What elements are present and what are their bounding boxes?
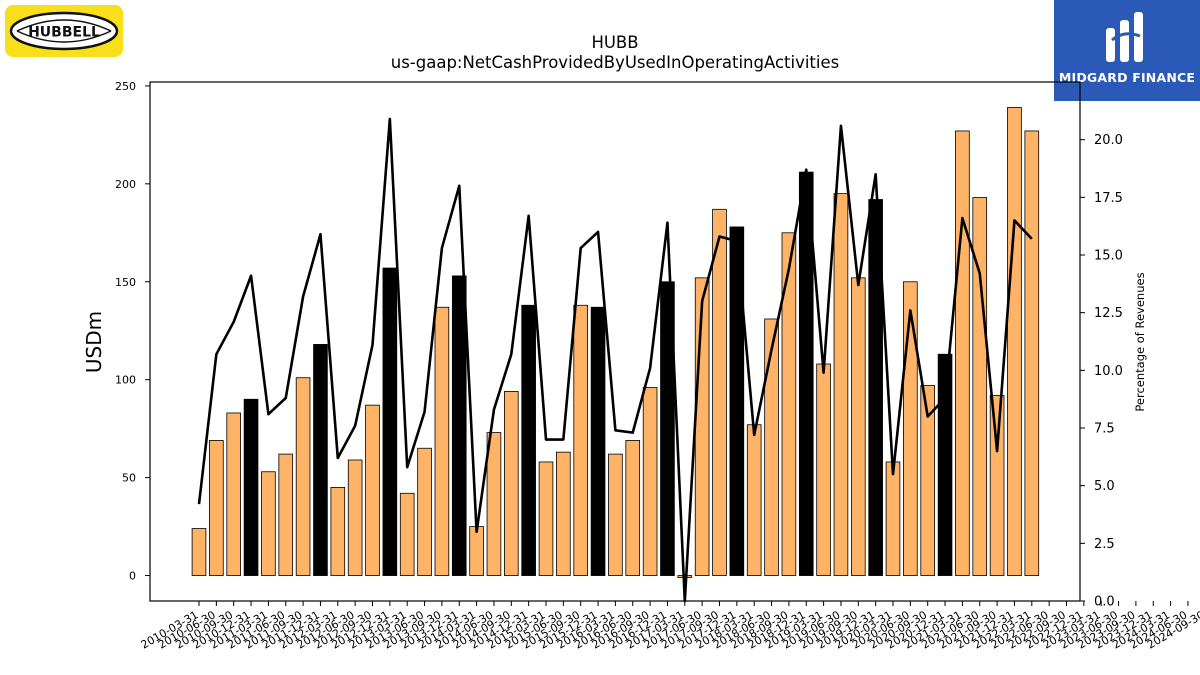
midgard-mark-icon (1106, 12, 1143, 62)
bar-2019-09-30 (851, 277, 866, 576)
bar-2018-09-30 (781, 232, 797, 576)
y2-tick-label: 10.0 (1094, 364, 1123, 379)
bar-2014-03-31 (469, 526, 484, 576)
bar-2019-12-31 (868, 199, 883, 576)
hubbell-logo-text: HUBBELL (28, 25, 100, 41)
y-tick-label: 0 (129, 570, 136, 583)
bar-2017-12-31 (729, 226, 745, 576)
bar-2021-09-30 (989, 394, 1005, 576)
bar-2015-03-31 (538, 461, 554, 576)
bar-2013-12-31 (451, 275, 467, 576)
y-tick-label: 200 (115, 178, 136, 191)
y2-tick-label: 0.0 (1094, 595, 1115, 610)
x-axis: 2010-03-312010-06-302010-09-302010-12-31… (139, 601, 1200, 652)
bar-2021-03-31 (955, 130, 970, 576)
bar-2016-06-30 (625, 439, 641, 576)
bar-2020-09-30 (920, 385, 935, 576)
bar-2016-09-30 (642, 387, 658, 576)
bar-2013-06-30 (417, 447, 432, 576)
bar-2014-09-30 (503, 391, 519, 576)
bar-2012-03-31 (330, 487, 346, 576)
bar-2011-06-30 (278, 453, 294, 576)
y2-tick-label: 15.0 (1094, 249, 1123, 264)
bar-2010-03-31 (191, 528, 207, 576)
bar-2019-03-31 (816, 363, 831, 576)
bar-2011-09-30 (295, 377, 311, 576)
hubbell-logo: HUBBELL (5, 5, 123, 57)
y-tick-label: 150 (115, 276, 136, 289)
bar-2016-03-31 (608, 453, 623, 576)
bar-2011-03-31 (261, 471, 276, 576)
chart-title: HUBB (591, 33, 638, 52)
bar-2013-09-30 (434, 306, 450, 576)
bar-2020-06-30 (903, 281, 918, 576)
bar-2016-12-31 (660, 281, 675, 576)
bar-2012-12-31 (382, 267, 398, 576)
bar-2021-06-30 (972, 197, 988, 576)
bar-2013-03-31 (399, 492, 415, 576)
bar-2012-09-30 (365, 404, 380, 576)
y2-axis-label: Percentage of Revenues (1133, 272, 1147, 411)
y-tick-label: 50 (122, 472, 136, 485)
bar-2011-12-31 (313, 344, 328, 576)
y-tick-label: 250 (115, 80, 136, 93)
bar-2015-09-30 (573, 304, 588, 576)
line-group (197, 117, 1033, 603)
right-axis: 0.0 2.5 5.0 7.5 10.0 12.5 15.0 17.5 20.0 (1080, 133, 1123, 610)
chart-subtitle: us-gaap:NetCashProvidedByUsedInOperating… (391, 53, 839, 72)
bar-2021-12-31 (1007, 107, 1022, 576)
bar-2018-06-30 (764, 318, 779, 576)
y2-tick-label: 12.5 (1094, 306, 1123, 321)
bar-2015-06-30 (556, 451, 571, 576)
y-tick-label: 100 (115, 374, 136, 387)
y2-tick-label: 5.0 (1094, 479, 1115, 494)
bar-2020-03-31 (885, 461, 901, 576)
bar-2019-06-30 (833, 193, 849, 576)
bar-2020-12-31 (937, 353, 953, 576)
bar-2018-03-31 (746, 424, 762, 576)
percentage-line (197, 117, 1033, 603)
bar-2017-09-30 (712, 208, 727, 576)
bar-2010-06-30 (209, 439, 224, 576)
bar-2014-06-30 (486, 432, 502, 576)
y2-tick-label: 20.0 (1094, 133, 1123, 148)
y2-tick-label: 17.5 (1094, 191, 1123, 206)
midgard-finance-logo: MIDGARD FINANCE (1054, 0, 1200, 101)
y-axis-label: USDm (82, 311, 106, 373)
y2-tick-label: 2.5 (1094, 537, 1115, 552)
y2-tick-label: 7.5 (1094, 422, 1115, 437)
bars-group (191, 107, 1040, 578)
bar-2012-06-30 (347, 459, 363, 576)
left-axis: 0 50 100 150 200 250 (115, 80, 150, 583)
bar-2015-12-31 (590, 306, 606, 576)
bar-2014-12-31 (521, 304, 536, 576)
bar-2022-03-31 (1024, 130, 1040, 576)
bar-2010-12-31 (243, 398, 259, 576)
bar-2010-09-30 (226, 412, 242, 576)
midgard-logo-text: MIDGARD FINANCE (1058, 70, 1196, 85)
